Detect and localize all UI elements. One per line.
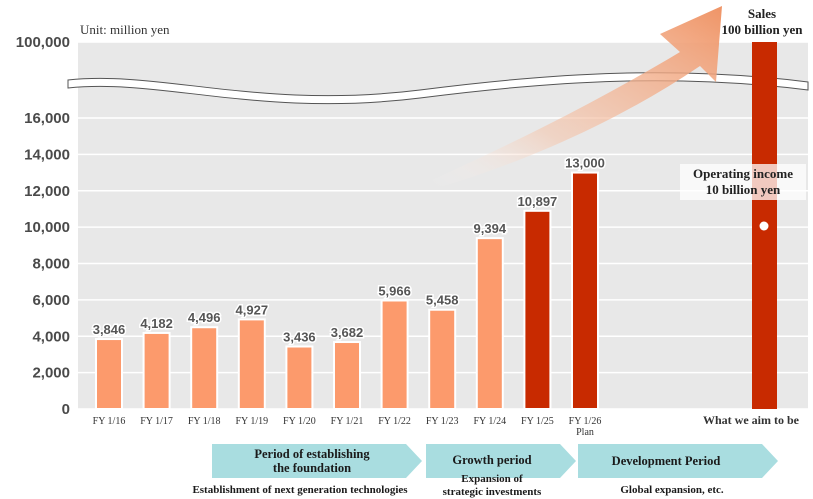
y-tick-label: 16,000 <box>24 110 70 127</box>
x-tick-label: FY 1/24 <box>473 416 506 427</box>
phase-development-caption: Global expansion, etc. <box>620 484 724 496</box>
target-category-label: What we aim to be <box>703 413 800 427</box>
x-tick-note: Plan <box>576 427 594 438</box>
bar <box>333 341 361 411</box>
x-tick-label: FY 1/20 <box>283 416 316 427</box>
growth-arrow <box>432 6 722 188</box>
operating-income-box <box>680 164 806 200</box>
bar <box>428 308 457 411</box>
bars <box>95 171 599 411</box>
x-tick-label: FY 1/23 <box>426 416 459 427</box>
x-axis-labels: FY 1/16 FY 1/17 FY 1/18 FY 1/19 FY 1/20 FY 1/… <box>93 416 602 438</box>
value-label: 4,182 <box>140 316 173 331</box>
bar <box>475 237 504 410</box>
target-sales-value: 100 billion yen <box>722 22 804 37</box>
bar <box>237 318 266 411</box>
value-label: 9,394 <box>474 221 507 236</box>
y-tick-label: 8,000 <box>32 256 70 273</box>
value-label: 4,927 <box>236 302 269 317</box>
operating-income-value: 10 billion yen <box>706 182 781 197</box>
unit-label: Unit: million yen <box>80 22 170 37</box>
bar <box>523 209 552 410</box>
y-tick-label: 6,000 <box>32 292 70 309</box>
y-tick-label: 0 <box>62 401 70 418</box>
phase-foundation-title-1: Period of establishing <box>254 447 370 461</box>
x-tick-label: FY 1/22 <box>378 416 411 427</box>
bar <box>380 299 409 410</box>
x-tick-label: FY 1/19 <box>235 416 268 427</box>
x-tick-label: FY 1/18 <box>188 416 221 427</box>
bar <box>285 345 314 410</box>
value-label: 3,682 <box>331 325 364 340</box>
x-tick-label: FY 1/16 <box>93 416 126 427</box>
x-tick-label: FY 1/17 <box>140 416 173 427</box>
phase-arrow-development <box>578 444 778 478</box>
axis-break <box>67 72 809 105</box>
value-label: 5,458 <box>426 293 459 308</box>
value-labels: 3,846 4,182 4,496 4,927 3,436 3,682 5,966 5,458… <box>91 154 606 346</box>
y-tick-label: 100,000 <box>16 34 70 51</box>
value-label: 4,496 <box>188 310 221 325</box>
phase-development-title: Development Period <box>612 454 721 468</box>
phase-growth-caption-1: Expansion of <box>461 473 523 485</box>
x-tick-label: FY 1/21 <box>331 416 364 427</box>
y-tick-label: 12,000 <box>24 183 70 200</box>
value-label: 5,966 <box>378 283 411 298</box>
target-sales-label: Sales <box>748 6 776 21</box>
phase-growth-caption-2: strategic investments <box>443 486 542 498</box>
bar <box>142 331 171 411</box>
value-label: 3,436 <box>283 330 316 345</box>
y-tick-label: 14,000 <box>24 146 70 163</box>
x-tick-label: FY 1/25 <box>521 416 554 427</box>
value-label: 3,846 <box>93 322 126 337</box>
value-label: 13,000 <box>565 156 605 171</box>
y-tick-label: 4,000 <box>32 328 70 345</box>
bar <box>190 326 219 411</box>
value-label: 10,897 <box>518 194 558 209</box>
bar <box>95 338 123 410</box>
phase-arrow-growth <box>426 444 576 478</box>
y-tick-label: 2,000 <box>32 365 70 382</box>
x-tick-label: FY 1/26 <box>569 416 602 427</box>
phase-arrow-foundation <box>212 444 422 478</box>
operating-income-label: Operating income <box>693 166 793 181</box>
y-tick-label: 10,000 <box>24 219 70 236</box>
phase-foundation-title-2: the foundation <box>273 461 351 475</box>
phase-foundation-caption: Establishment of next generation technol… <box>192 484 408 496</box>
y-axis-ticks: 0 2,000 4,000 6,000 8,000 10,000 12,000 14,000 1… <box>16 34 70 418</box>
bar <box>571 171 599 410</box>
phase-growth-title: Growth period <box>452 453 531 467</box>
operating-income-dot <box>759 221 769 231</box>
